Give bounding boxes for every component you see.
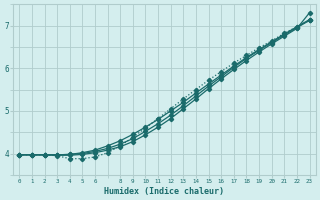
X-axis label: Humidex (Indice chaleur): Humidex (Indice chaleur) xyxy=(104,187,224,196)
